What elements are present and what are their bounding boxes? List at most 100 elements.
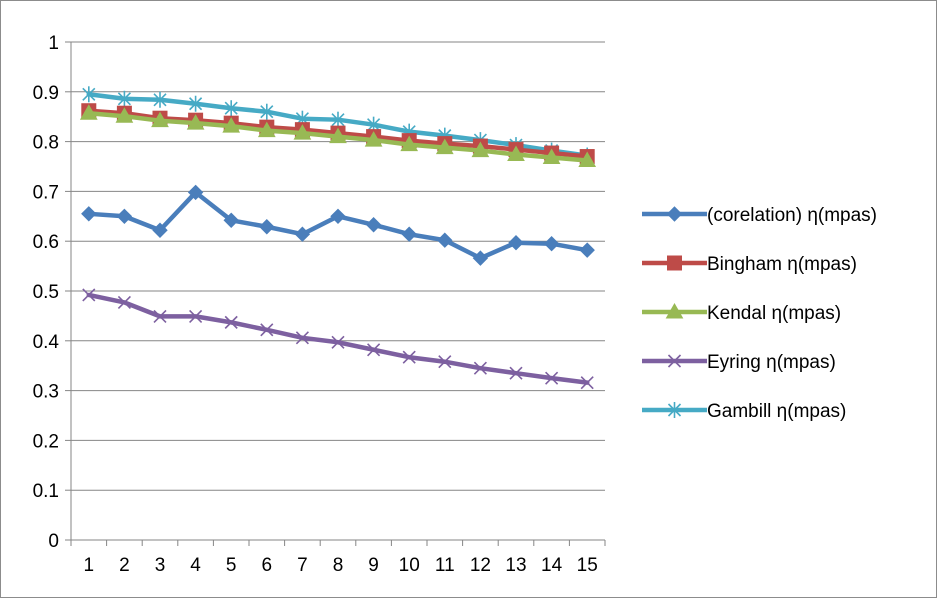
x-marker-stroke [331, 335, 345, 349]
legend-item: Bingham η(mpas) [642, 254, 857, 275]
data-point [331, 335, 345, 349]
diamond-marker [152, 222, 168, 238]
diamond-marker [666, 206, 683, 222]
x-tick-label: 8 [333, 555, 344, 576]
data-point [401, 226, 417, 242]
x-tick-label: 2 [119, 555, 130, 576]
triangle-marker [542, 148, 561, 165]
data-point [260, 103, 274, 120]
triangle-marker [257, 121, 276, 138]
data-point [152, 222, 168, 238]
data-point [367, 343, 381, 357]
x-tick-label: 15 [577, 555, 598, 576]
triangle-marker [665, 302, 684, 319]
data-point [222, 117, 241, 133]
data-point [437, 232, 453, 248]
diamond-marker [187, 184, 204, 201]
data-point [402, 350, 416, 364]
gridlines [71, 41, 605, 491]
diamond-marker [472, 250, 489, 266]
x-marker-stroke [224, 315, 238, 329]
legend: (corelation) η(mpas) Bingham η(mpas) Kenda… [642, 205, 877, 422]
data-point [508, 234, 524, 251]
data-point [257, 121, 276, 138]
legend-label: Kendal η(mpas) [707, 303, 841, 324]
y-tick-label: 0.8 [33, 133, 59, 154]
diamond-marker [223, 212, 239, 228]
triangle-marker [364, 131, 383, 147]
series-1 [81, 184, 595, 266]
data-point [542, 148, 561, 165]
data-point [81, 206, 97, 222]
y-tick-label: 0 [48, 531, 59, 552]
triangle-marker [115, 107, 134, 123]
data-point [365, 217, 382, 233]
x-marker-stroke [117, 295, 131, 310]
triangle-marker [507, 145, 525, 162]
data-point [259, 219, 275, 235]
legend-marker [666, 206, 683, 222]
data-point [116, 208, 133, 225]
diamond-marker [543, 235, 560, 252]
x-marker-stroke [260, 323, 274, 337]
legend-label: Eyring η(mpas) [707, 352, 836, 373]
data-point [364, 131, 383, 147]
x-marker-stroke [545, 371, 559, 385]
data-point [294, 226, 311, 242]
x-marker-stroke [402, 350, 416, 364]
triangle-marker [222, 117, 241, 133]
legend-label: Bingham η(mpas) [707, 254, 857, 275]
y-tick-label: 0.1 [33, 481, 59, 502]
data-point [151, 111, 169, 128]
x-marker-stroke [82, 288, 96, 302]
triangle-marker [186, 114, 205, 130]
legend-item: Kendal η(mpas) [642, 302, 841, 324]
x-marker-stroke [438, 355, 452, 369]
data-point [579, 242, 595, 258]
data-point [223, 212, 239, 228]
x-tick-label: 12 [470, 555, 491, 576]
x-marker-stroke [153, 309, 167, 323]
x-tick-label: 1 [84, 555, 95, 576]
diamond-marker [259, 219, 275, 235]
series-group [79, 86, 597, 390]
data-point [330, 208, 346, 225]
series-3 [79, 104, 597, 168]
legend-item: (corelation) η(mpas) [642, 205, 877, 226]
triangle-marker [79, 104, 98, 120]
legend-item: Eyring η(mpas) [642, 352, 836, 373]
data-point [153, 91, 167, 108]
x-tick-label: 14 [541, 555, 563, 576]
data-point [224, 100, 238, 117]
data-point [153, 309, 167, 323]
x-tick-label: 10 [399, 555, 420, 576]
data-point [545, 371, 559, 385]
data-point [187, 184, 204, 201]
data-point [260, 323, 274, 337]
triangle-marker [329, 127, 347, 144]
data-point [82, 288, 96, 302]
diamond-marker [116, 208, 133, 225]
y-tick-label: 0.2 [33, 431, 59, 452]
data-point [293, 124, 312, 140]
y-tick-label: 0.5 [33, 282, 59, 303]
data-point [329, 127, 347, 144]
triangle-marker [151, 111, 169, 128]
data-point [578, 151, 597, 168]
data-point [295, 331, 309, 345]
triangle-marker [578, 151, 597, 168]
data-point [509, 366, 523, 380]
x-marker-stroke [367, 343, 381, 357]
x-marker-stroke [580, 376, 594, 390]
data-point [117, 295, 131, 310]
x-tick-label: 6 [262, 555, 273, 576]
diamond-marker [508, 234, 524, 251]
y-tick-label: 0.4 [33, 332, 60, 353]
data-point [189, 95, 203, 112]
x-marker-stroke [667, 354, 682, 368]
triangle-marker [400, 135, 419, 152]
diamond-marker [365, 217, 382, 233]
legend-marker [665, 302, 684, 319]
data-point [400, 135, 419, 152]
